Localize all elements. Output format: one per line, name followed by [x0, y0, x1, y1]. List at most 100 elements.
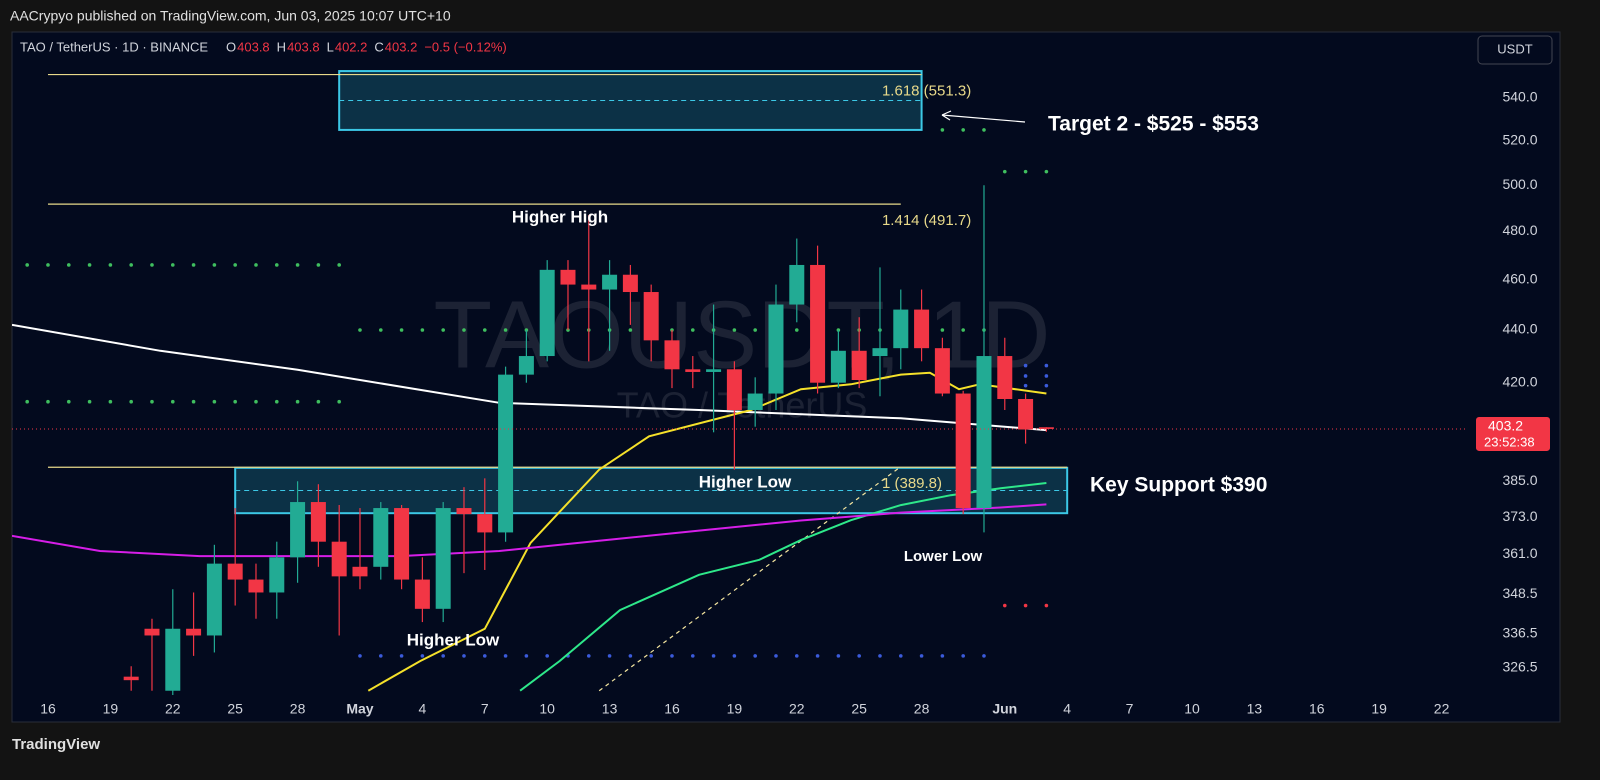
y-tick-label: 460.0 — [1502, 270, 1537, 286]
candle — [726, 361, 742, 470]
y-tick-label: 348.5 — [1502, 585, 1537, 601]
ohlc-key: H — [277, 39, 286, 54]
dot — [378, 654, 383, 658]
dot — [670, 654, 674, 658]
dot — [358, 328, 362, 332]
y-tick-label: 361.0 — [1502, 545, 1537, 561]
candle — [997, 337, 1013, 410]
candle — [1018, 393, 1034, 444]
candle — [934, 337, 950, 397]
dot — [316, 399, 321, 404]
y-tick-label: 373.0 — [1502, 508, 1537, 524]
dot — [607, 654, 612, 658]
dot — [940, 328, 945, 332]
fib-label: 1 (389.8) — [882, 475, 942, 492]
dot — [212, 263, 217, 267]
dot — [482, 328, 487, 332]
arrow-head — [941, 110, 952, 121]
candle — [872, 267, 888, 397]
dot — [66, 399, 71, 404]
candle-body — [706, 369, 722, 372]
candle — [414, 557, 430, 623]
candle — [830, 329, 846, 389]
dot — [774, 654, 778, 658]
candle-body — [290, 502, 306, 558]
ohlc-key: C — [374, 39, 383, 54]
candle — [435, 502, 451, 623]
dot — [690, 328, 695, 332]
dot — [274, 399, 279, 404]
dot — [150, 263, 154, 267]
candle — [290, 481, 306, 583]
dot — [732, 654, 737, 658]
y-tick-label: 440.0 — [1502, 321, 1537, 337]
candle-body — [685, 369, 701, 372]
y-tick-label: 500.0 — [1502, 176, 1537, 192]
dot — [961, 654, 965, 658]
ohlc-value: 402.2 — [335, 39, 368, 54]
candle-body — [1038, 427, 1054, 429]
candle — [373, 502, 389, 580]
ma-line — [12, 503, 1047, 558]
dot — [1044, 363, 1049, 368]
dot — [857, 654, 861, 658]
annotation: Lower Low — [904, 548, 983, 565]
candle-body — [477, 514, 493, 533]
candle — [518, 329, 534, 383]
price-tag-value: 403.2 — [1488, 418, 1523, 434]
x-tick-label: 10 — [1184, 701, 1200, 717]
dot — [1002, 603, 1007, 608]
dot — [753, 654, 757, 658]
dot — [1044, 169, 1049, 174]
candle — [498, 366, 514, 542]
dot — [794, 654, 799, 658]
dot — [836, 654, 841, 658]
candle-body — [518, 356, 534, 375]
candle-body — [498, 374, 514, 533]
dot — [1044, 603, 1049, 608]
dot — [462, 328, 466, 332]
dot — [982, 128, 986, 132]
annotation: Higher Low — [699, 472, 792, 491]
candle — [331, 505, 347, 636]
dot — [254, 399, 258, 404]
x-tick-label: 19 — [1371, 701, 1387, 717]
y-tick-label: 420.0 — [1502, 373, 1537, 389]
candle — [144, 618, 160, 691]
dot — [690, 654, 695, 658]
candle — [955, 390, 971, 515]
x-tick-label: Jun — [992, 701, 1017, 717]
y-tick-label: 326.5 — [1502, 659, 1537, 675]
dot — [295, 263, 300, 267]
ohlc-value: 403.8 — [237, 39, 270, 54]
dot — [129, 263, 133, 267]
candle-body — [934, 348, 950, 394]
candle-body — [810, 264, 826, 383]
x-tick-label: 7 — [481, 701, 489, 717]
dot — [358, 654, 362, 658]
dot — [399, 654, 404, 658]
dot — [566, 328, 570, 332]
ohlc-value: 403.2 — [385, 39, 418, 54]
dot — [586, 654, 591, 658]
candle — [851, 317, 867, 389]
candle — [227, 508, 243, 606]
candle-body — [373, 508, 389, 567]
dot — [961, 328, 965, 332]
candle-body — [123, 676, 139, 681]
candle-body — [331, 541, 347, 577]
currency-button[interactable] — [1477, 35, 1553, 65]
dot — [212, 399, 217, 404]
candle — [976, 185, 992, 533]
candle-body — [269, 557, 285, 593]
candle-body — [851, 350, 867, 381]
candle — [893, 289, 909, 370]
x-tick-label: 22 — [165, 701, 181, 717]
currency-label[interactable]: USDT — [1497, 41, 1532, 56]
dot — [150, 399, 154, 404]
x-tick-label: 7 — [1126, 701, 1134, 717]
countdown: 23:52:38 — [1484, 434, 1535, 449]
dot — [482, 654, 487, 658]
